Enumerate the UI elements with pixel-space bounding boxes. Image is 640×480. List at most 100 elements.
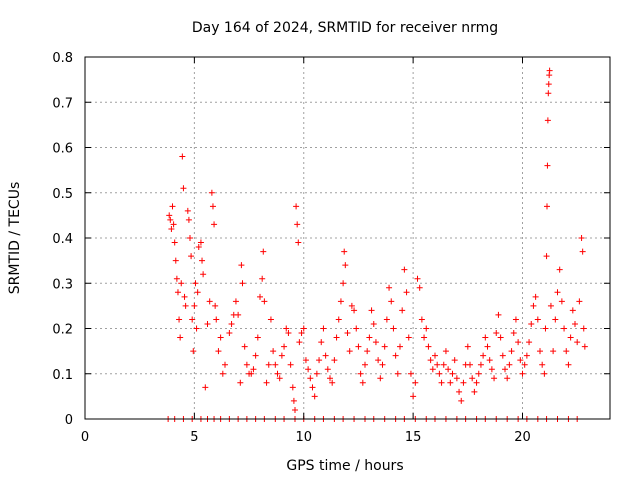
x-tick-label: 10 <box>295 430 312 445</box>
data-point <box>456 388 463 395</box>
data-point <box>495 311 502 318</box>
data-point <box>298 330 305 337</box>
data-point <box>379 361 386 368</box>
data-point <box>259 275 266 282</box>
data-point <box>550 348 557 355</box>
y-tick-label: 0 <box>65 413 73 428</box>
grid <box>85 57 610 419</box>
data-point <box>436 370 443 377</box>
data-point <box>333 334 340 341</box>
data-point <box>572 320 578 327</box>
data-point <box>394 370 401 377</box>
data-point <box>537 348 543 355</box>
data-point <box>530 302 537 309</box>
data-point <box>442 348 449 355</box>
data-point <box>504 375 511 382</box>
data-point <box>368 307 375 314</box>
data-point <box>180 185 187 192</box>
data-point <box>232 298 239 305</box>
data-point <box>580 325 587 332</box>
data-point <box>341 248 348 255</box>
data-point <box>528 320 535 327</box>
data-point <box>316 357 323 364</box>
data-point <box>581 343 588 350</box>
data-point <box>567 334 574 341</box>
chart-title: Day 164 of 2024, SRMTID for receiver nrm… <box>192 20 498 36</box>
data-point <box>243 361 250 368</box>
data-point <box>287 361 294 368</box>
data-point <box>364 348 371 355</box>
data-point <box>290 397 297 404</box>
data-point <box>547 302 554 309</box>
data-point <box>574 339 581 346</box>
data-point <box>488 366 495 373</box>
data-point <box>469 375 476 382</box>
data-point <box>260 248 267 255</box>
data-point <box>194 289 201 296</box>
x-tick-label: 15 <box>405 430 422 445</box>
data-point <box>281 343 288 350</box>
data-point <box>174 289 181 296</box>
x-tick-label: 0 <box>81 430 89 445</box>
data-point <box>355 343 362 350</box>
data-point <box>506 361 513 368</box>
data-point <box>556 266 563 273</box>
data-point <box>515 339 522 346</box>
data-point <box>305 366 312 373</box>
data-point <box>497 334 504 341</box>
data-point <box>215 348 222 355</box>
data-point <box>211 221 218 228</box>
data-point <box>432 352 438 359</box>
data-point <box>351 307 358 314</box>
data-point <box>544 203 550 210</box>
data-point <box>168 225 175 232</box>
data-point <box>261 298 268 305</box>
data-points <box>165 67 588 422</box>
y-tick-label: 0.6 <box>52 142 73 157</box>
data-point <box>458 397 465 404</box>
data-point <box>460 379 467 386</box>
data-point <box>453 375 460 382</box>
data-point <box>386 284 393 291</box>
data-point <box>491 375 498 382</box>
data-point <box>219 370 226 377</box>
data-point <box>272 361 279 368</box>
data-point <box>193 325 200 332</box>
data-point <box>532 293 539 300</box>
x-axis-label: GPS time / hours <box>286 458 403 474</box>
data-point <box>327 375 333 382</box>
data-point <box>331 357 338 364</box>
y-tick-label: 0.8 <box>52 51 73 66</box>
data-point <box>523 352 530 359</box>
data-point <box>471 388 478 395</box>
data-point <box>423 325 430 332</box>
data-point <box>267 316 274 323</box>
data-point <box>467 361 473 368</box>
data-point <box>519 370 526 377</box>
data-point <box>177 334 184 341</box>
data-point <box>434 361 441 368</box>
y-tick-label: 0.1 <box>52 368 73 383</box>
data-point <box>399 307 406 314</box>
data-point <box>283 325 290 332</box>
data-point <box>188 253 195 260</box>
data-point <box>181 293 188 300</box>
data-point <box>346 348 353 355</box>
data-point <box>542 325 549 332</box>
data-point <box>171 239 178 246</box>
data-point <box>276 375 283 382</box>
data-point <box>222 361 228 368</box>
data-point <box>552 316 559 323</box>
data-point <box>558 298 565 305</box>
data-point <box>208 189 215 196</box>
data-point <box>293 203 300 210</box>
data-point <box>366 334 373 341</box>
data-point <box>445 366 452 373</box>
y-tick-label: 0.2 <box>52 323 73 338</box>
data-point <box>425 343 432 350</box>
data-point <box>320 325 327 332</box>
data-point <box>405 334 412 341</box>
data-point <box>295 239 302 246</box>
data-point <box>239 280 246 287</box>
